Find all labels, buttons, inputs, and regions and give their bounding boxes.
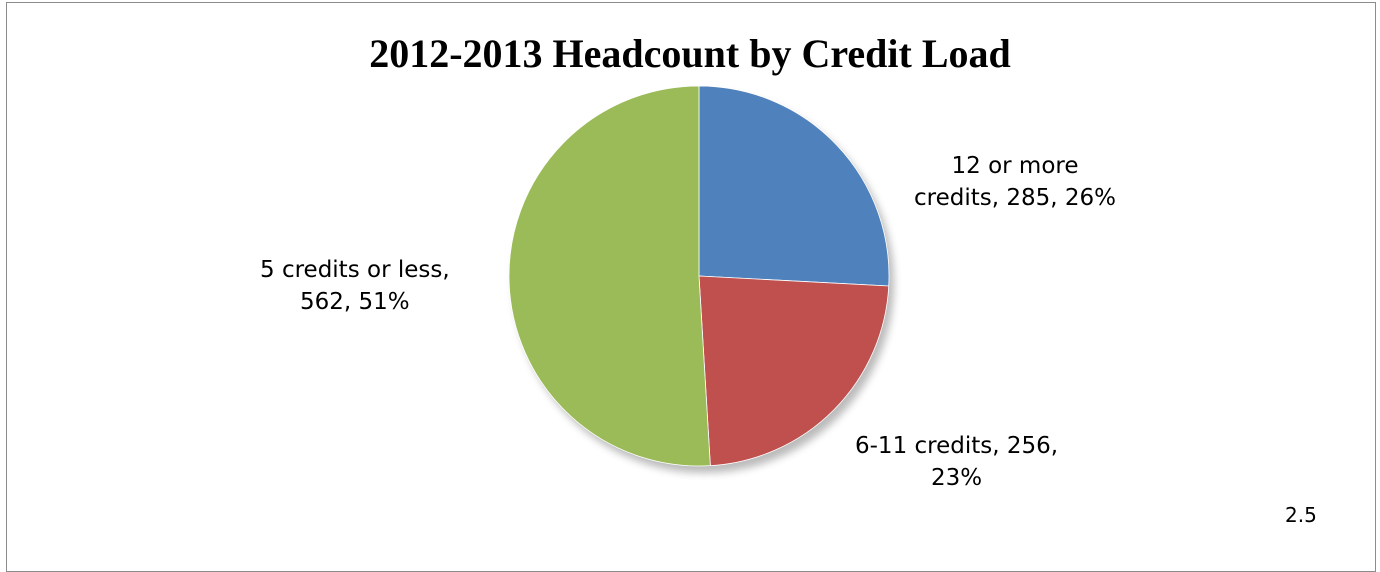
pie-slice-5-credits-or-less	[508, 85, 711, 467]
pie-slice-6-11-credits	[698, 275, 890, 467]
data-label-line: 12 or more	[951, 153, 1079, 179]
data-label-line: credits, 285, 26%	[914, 185, 1117, 211]
pie-slice-12-or-more-credits	[698, 85, 890, 287]
data-label-line: 562, 51%	[300, 289, 410, 315]
data-label-line: 23%	[930, 465, 983, 491]
pie-slices	[508, 85, 890, 467]
data-label-12-or-more-credits: 12 or more credits, 285, 26%	[914, 150, 1116, 214]
data-label-5-credits-or-less: 5 credits or less, 562, 51%	[260, 254, 450, 318]
page-number: 2.5	[1285, 503, 1317, 527]
data-label-line: 5 credits or less,	[260, 257, 450, 283]
data-label-line: 6-11 credits, 256,	[855, 433, 1059, 459]
chart-title: 2012-2013 Headcount by Credit Load	[369, 31, 1011, 76]
data-label-6-11-credits: 6-11 credits, 256, 23%	[855, 430, 1058, 494]
